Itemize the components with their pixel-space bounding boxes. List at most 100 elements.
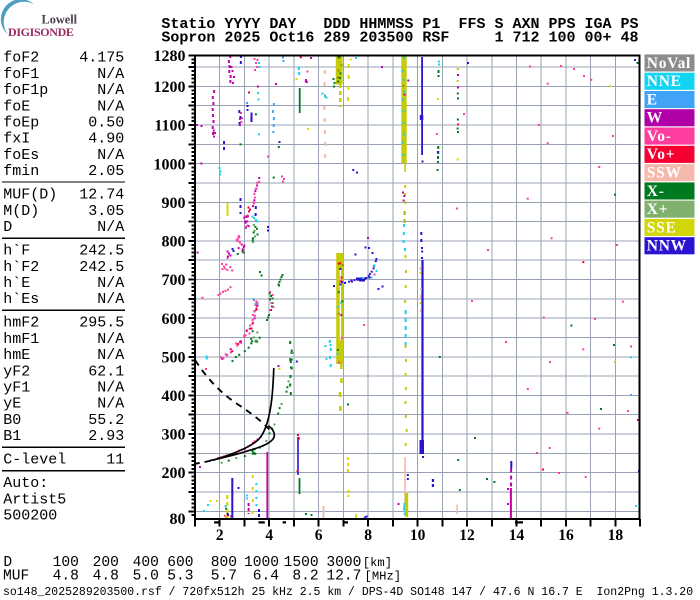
svg-text:foF1: foF1: [3, 66, 39, 83]
svg-text:200: 200: [93, 555, 119, 571]
svg-text:M(D): M(D): [3, 203, 39, 220]
svg-text:8.2: 8.2: [292, 568, 318, 584]
svg-text:300: 300: [162, 427, 186, 444]
svg-text:6.4: 6.4: [253, 568, 280, 584]
svg-text:2.93: 2.93: [88, 428, 124, 445]
svg-text:10: 10: [410, 527, 426, 544]
svg-text:800: 800: [162, 234, 186, 251]
svg-text:4.8: 4.8: [93, 568, 119, 584]
svg-text:[km]: [km]: [363, 556, 392, 570]
svg-text:242.5: 242.5: [79, 259, 124, 276]
svg-text:yF1: yF1: [3, 380, 30, 397]
svg-text:NNE: NNE: [647, 73, 682, 90]
svg-text:D: D: [3, 555, 12, 571]
svg-text:N/A: N/A: [97, 275, 124, 292]
svg-text:NNW: NNW: [647, 238, 687, 255]
svg-text:800: 800: [211, 555, 237, 571]
svg-text:Vo+: Vo+: [647, 146, 675, 163]
svg-text:18: 18: [608, 527, 624, 544]
svg-text:NoVal: NoVal: [647, 55, 691, 72]
svg-text:Statio YYYY DAY DDD HHMMSS P: Statio YYYY DAY DDD HHMMSS P1 FFS S AXN …: [161, 16, 638, 33]
svg-text:fxI: fxI: [3, 131, 30, 148]
svg-text:W: W: [647, 110, 663, 127]
svg-text:B0: B0: [3, 412, 21, 429]
svg-text:295.5: 295.5: [79, 315, 124, 332]
svg-text:11: 11: [106, 452, 124, 469]
svg-text:1500: 1500: [284, 555, 319, 571]
svg-text:400: 400: [162, 388, 186, 405]
svg-text:fmin: fmin: [3, 163, 39, 180]
svg-text:6: 6: [315, 527, 323, 544]
svg-text:MUF(D): MUF(D): [3, 187, 57, 204]
svg-text:500200: 500200: [3, 508, 57, 525]
svg-text:1000: 1000: [154, 156, 186, 173]
svg-text:500: 500: [162, 349, 186, 366]
svg-text:h`E: h`E: [3, 275, 30, 292]
svg-text:900: 900: [162, 195, 186, 212]
svg-text:Artist5: Artist5: [3, 491, 66, 508]
svg-text:2.05: 2.05: [88, 163, 124, 180]
svg-text:X+: X+: [647, 201, 668, 218]
svg-text:h`F2: h`F2: [3, 259, 39, 276]
svg-text:SSE: SSE: [647, 219, 677, 236]
svg-text:B1: B1: [3, 428, 21, 445]
svg-text:N/A: N/A: [97, 331, 124, 348]
svg-text:D: D: [3, 219, 12, 236]
svg-text:4.175: 4.175: [79, 50, 124, 67]
svg-text:N/A: N/A: [97, 82, 124, 99]
svg-text:12: 12: [459, 527, 475, 544]
svg-text:200: 200: [162, 465, 186, 482]
svg-text:N/A: N/A: [97, 380, 124, 397]
svg-text:N/A: N/A: [97, 66, 124, 83]
svg-text:MUF: MUF: [3, 568, 29, 584]
svg-text:2: 2: [216, 527, 224, 544]
svg-text:foE: foE: [3, 98, 30, 115]
svg-text:3.05: 3.05: [88, 203, 124, 220]
svg-text:N/A: N/A: [97, 98, 124, 115]
svg-text:so148_2025289203500.rsf / 720f: so148_2025289203500.rsf / 720fx512h 25 k…: [3, 586, 693, 599]
svg-text:N/A: N/A: [97, 291, 124, 308]
svg-text:12.74: 12.74: [79, 187, 124, 204]
svg-text:700: 700: [162, 272, 186, 289]
svg-text:E: E: [647, 91, 658, 108]
svg-text:C-level: C-level: [3, 452, 66, 469]
svg-text:5.0: 5.0: [133, 568, 159, 584]
svg-text:1280: 1280: [154, 48, 186, 65]
svg-text:55.2: 55.2: [88, 412, 124, 429]
svg-text:400: 400: [133, 555, 159, 571]
svg-text:DIGISONDE: DIGISONDE: [8, 25, 74, 39]
svg-text:1000: 1000: [244, 555, 279, 571]
svg-text:16: 16: [558, 527, 574, 544]
svg-text:0.50: 0.50: [88, 115, 124, 132]
svg-text:8: 8: [364, 527, 372, 544]
svg-text:foEs: foEs: [3, 147, 39, 164]
svg-text:hmF1: hmF1: [3, 331, 39, 348]
svg-text:yF2: yF2: [3, 363, 30, 380]
svg-text:foF2: foF2: [3, 50, 39, 67]
svg-text:4: 4: [265, 527, 273, 544]
svg-text:100: 100: [53, 555, 79, 571]
svg-text:hmE: hmE: [3, 347, 30, 364]
svg-text:Lowell: Lowell: [42, 12, 78, 26]
svg-text:h`F: h`F: [3, 243, 30, 260]
svg-text:242.5: 242.5: [79, 243, 124, 260]
svg-text:h`Es: h`Es: [3, 291, 39, 308]
svg-text:12.7: 12.7: [326, 568, 361, 584]
svg-text:Sopron 2025 Oct16 289 203500 R: Sopron 2025 Oct16 289 203500 RSF 1 712 1…: [161, 30, 638, 47]
svg-text:4.8: 4.8: [53, 568, 79, 584]
svg-text:[MHz]: [MHz]: [365, 569, 402, 583]
svg-text:600: 600: [167, 555, 193, 571]
svg-text:hmF2: hmF2: [3, 315, 39, 332]
svg-text:3000: 3000: [326, 555, 361, 571]
svg-text:N/A: N/A: [97, 347, 124, 364]
svg-text:62.1: 62.1: [88, 363, 124, 380]
svg-text:14: 14: [509, 527, 525, 544]
svg-text:Auto:: Auto:: [3, 475, 48, 492]
svg-text:1200: 1200: [154, 79, 186, 96]
svg-text:N/A: N/A: [97, 219, 124, 236]
svg-text:1100: 1100: [154, 118, 185, 135]
svg-text:5.3: 5.3: [167, 568, 193, 584]
svg-text:foEp: foEp: [3, 115, 39, 132]
svg-text:600: 600: [162, 311, 186, 328]
svg-text:N/A: N/A: [97, 147, 124, 164]
